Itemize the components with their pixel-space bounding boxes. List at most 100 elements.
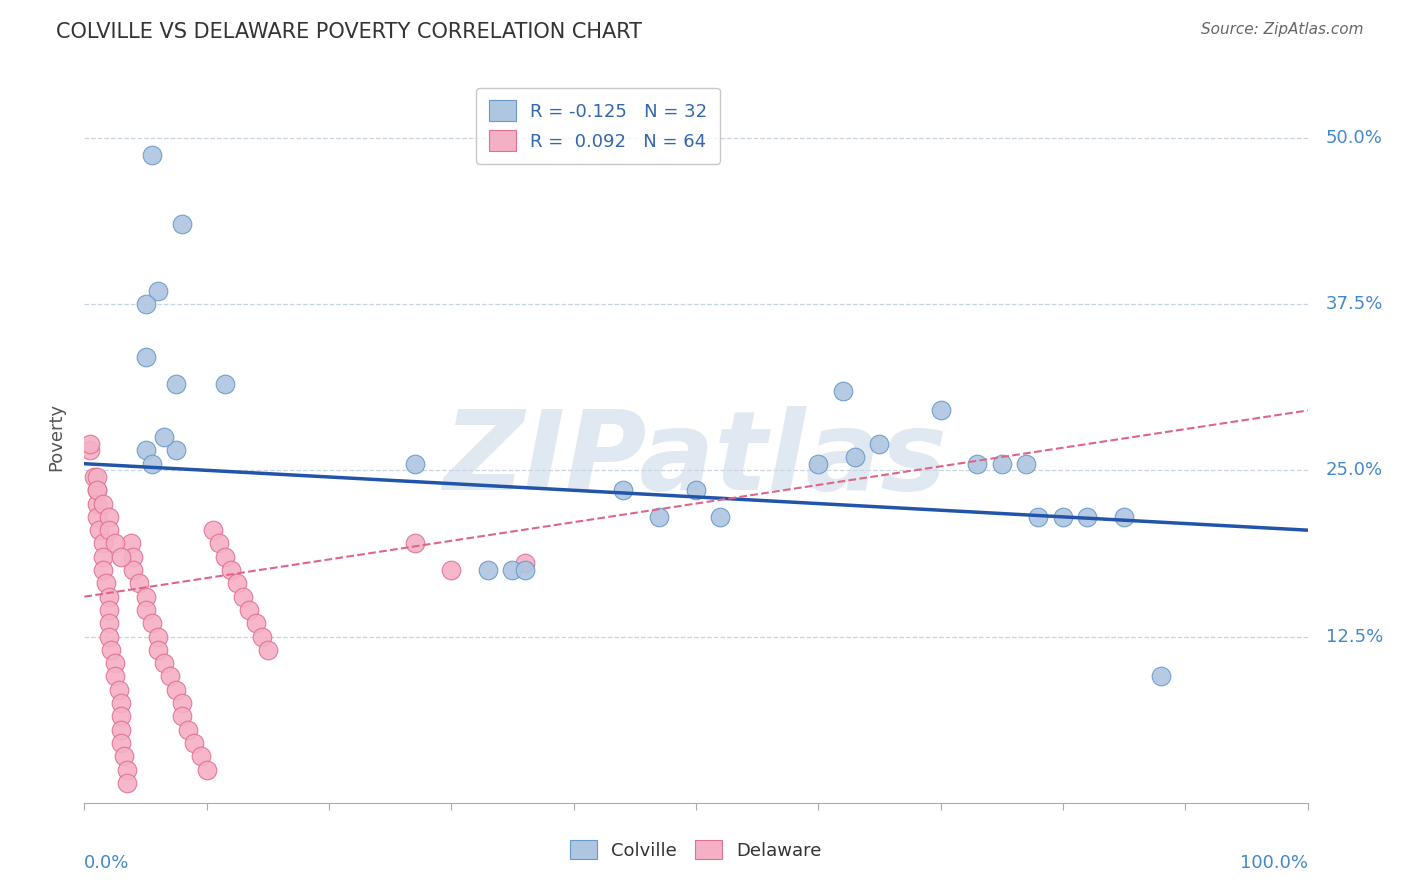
Point (172, 709, 194, 723)
Point (96, 576, 118, 591)
Point (115, 763, 138, 777)
Point (685, 483, 707, 498)
Point (208, 536, 231, 550)
Point (226, 576, 249, 591)
Point (135, 590, 157, 604)
Point (97, 523, 120, 537)
Point (135, 297, 157, 311)
Point (513, 557, 536, 571)
Point (257, 643, 280, 657)
Point (1052, 509, 1074, 524)
Point (135, 443, 157, 458)
Point (612, 483, 634, 498)
Point (141, 616, 163, 631)
Point (97, 630, 120, 644)
Point (177, 723, 200, 737)
Point (219, 563, 242, 577)
Point (110, 736, 132, 750)
Point (128, 576, 150, 591)
Text: 50.0%: 50.0% (1326, 128, 1384, 147)
Point (1150, 669, 1173, 683)
Point (165, 682, 187, 697)
Point (86, 509, 108, 524)
Point (159, 669, 181, 683)
Point (120, 536, 142, 550)
Point (1028, 509, 1050, 524)
Point (183, 736, 205, 750)
Point (91, 549, 114, 564)
Point (97, 509, 120, 524)
Text: 12.5%: 12.5% (1326, 628, 1384, 646)
Point (87, 523, 110, 537)
Point (91, 497, 114, 511)
Point (195, 763, 218, 777)
Point (146, 643, 169, 657)
Point (165, 376, 187, 391)
Point (104, 536, 127, 550)
Point (97, 590, 120, 604)
Point (112, 749, 135, 764)
Point (238, 603, 260, 617)
Point (844, 450, 866, 464)
Point (104, 656, 127, 670)
Point (141, 457, 163, 471)
Point (709, 509, 731, 524)
Point (477, 563, 499, 577)
Point (869, 436, 891, 450)
Point (91, 536, 114, 550)
Point (135, 603, 157, 617)
Point (165, 443, 187, 458)
Point (502, 563, 524, 577)
Point (153, 430, 176, 444)
Point (110, 709, 132, 723)
Point (86, 497, 108, 511)
Point (648, 509, 671, 524)
Text: ZIPatlas: ZIPatlas (444, 406, 948, 513)
Point (79, 436, 101, 450)
Text: 100.0%: 100.0% (1240, 854, 1308, 872)
Point (91, 563, 114, 577)
Point (245, 616, 267, 631)
Point (513, 563, 536, 577)
Point (97, 616, 120, 631)
Point (146, 284, 169, 298)
Point (201, 523, 224, 537)
Point (110, 696, 132, 710)
Point (86, 483, 108, 498)
Point (104, 669, 127, 683)
Point (97, 603, 120, 617)
Point (1076, 509, 1098, 524)
Legend: R = -0.125   N = 32, R =  0.092   N = 64: R = -0.125 N = 32, R = 0.092 N = 64 (477, 87, 720, 164)
Point (172, 217, 194, 231)
Text: 25.0%: 25.0% (1326, 461, 1384, 479)
Point (991, 457, 1014, 471)
Text: 37.5%: 37.5% (1326, 295, 1384, 313)
Point (966, 457, 988, 471)
Point (141, 148, 163, 162)
Point (1114, 509, 1136, 524)
Point (83, 470, 105, 484)
Point (122, 549, 145, 564)
Y-axis label: Poverty: Poverty (48, 403, 66, 471)
Point (86, 483, 108, 498)
Point (122, 563, 145, 577)
Point (86, 470, 108, 484)
Point (146, 630, 169, 644)
Point (250, 630, 273, 644)
Point (214, 376, 236, 391)
Point (831, 384, 853, 398)
Point (110, 723, 132, 737)
Point (232, 590, 254, 604)
Point (190, 749, 212, 764)
Point (172, 696, 194, 710)
Point (929, 403, 952, 417)
Point (79, 443, 101, 458)
Point (100, 643, 122, 657)
Point (153, 656, 176, 670)
Point (110, 549, 132, 564)
Point (404, 536, 426, 550)
Point (135, 351, 157, 365)
Point (214, 549, 236, 564)
Point (115, 776, 138, 790)
Point (1015, 457, 1038, 471)
